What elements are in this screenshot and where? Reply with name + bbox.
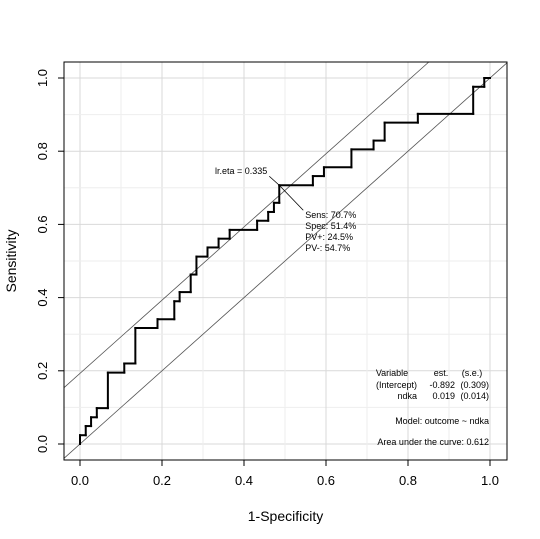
- model-header-est: est.: [434, 368, 449, 378]
- axis-ticks: 0.0 0.2 0.4 0.6 0.8 1.0 0.0 0.2 0.4 0.6 0.8 1.0: [35, 69, 499, 488]
- y-tick-label: 0.0: [35, 435, 50, 453]
- cutpoint-pvpos: PV+: 24.5%: [305, 232, 353, 242]
- cutpoint-label-leader: [268, 175, 280, 186]
- model-formula: Model: outcome ~ ndka: [395, 416, 489, 426]
- model-summary: Variable est. (s.e.) (Intercept) -0.892 …: [376, 368, 489, 447]
- cutpoint-label: lr.eta = 0.335: [215, 166, 267, 176]
- roc-curve-group: [79, 77, 491, 445]
- x-tick-label: 0.8: [399, 473, 417, 488]
- model-row-ndka-se: (0.014): [460, 391, 489, 401]
- x-tick-label: 0.4: [235, 473, 253, 488]
- cutpoint-spec: Spec: 51.4%: [305, 221, 356, 231]
- x-axis-title: 1-Specificity: [248, 508, 323, 524]
- y-tick-label: 0.6: [35, 215, 50, 233]
- grid: [64, 62, 507, 460]
- x-tick-label: 0.6: [317, 473, 335, 488]
- y-axis-title: Sensitivity: [3, 229, 19, 292]
- model-row-ndka-est: 0.019: [432, 391, 455, 401]
- plot-frame: [63, 61, 508, 461]
- model-header-variable: Variable: [376, 368, 408, 378]
- cutpoint-pvneg: PV-: 54.7%: [305, 243, 350, 253]
- x-tick-label: 1.0: [481, 473, 499, 488]
- reference-lines: [63, 61, 508, 459]
- auc-text: Area under the curve: 0.612: [377, 437, 489, 447]
- model-header-se: (s.e.): [462, 368, 483, 378]
- y-tick-label: 1.0: [35, 69, 50, 87]
- x-tick-label: 0.2: [153, 473, 171, 488]
- reference-line-1: [63, 62, 508, 459]
- y-tick-label: 0.2: [35, 362, 50, 380]
- model-row-intercept-est: -0.892: [429, 380, 455, 390]
- model-row-intercept-name: (Intercept): [376, 380, 417, 390]
- cutpoint-stats-leader: [278, 184, 304, 211]
- x-tick-label: 0.0: [71, 473, 89, 488]
- y-tick-label: 0.4: [35, 289, 50, 307]
- model-row-ndka-name: ndka: [397, 391, 417, 401]
- cutpoint-sens: Sens: 70.7%: [305, 210, 356, 220]
- reference-line-2: [63, 61, 430, 388]
- model-row-intercept-se: (0.309): [460, 380, 489, 390]
- y-tick-label: 0.8: [35, 142, 50, 160]
- cutpoint-annotation: lr.eta = 0.335 Sens: 70.7% Spec: 51.4% P…: [215, 166, 356, 253]
